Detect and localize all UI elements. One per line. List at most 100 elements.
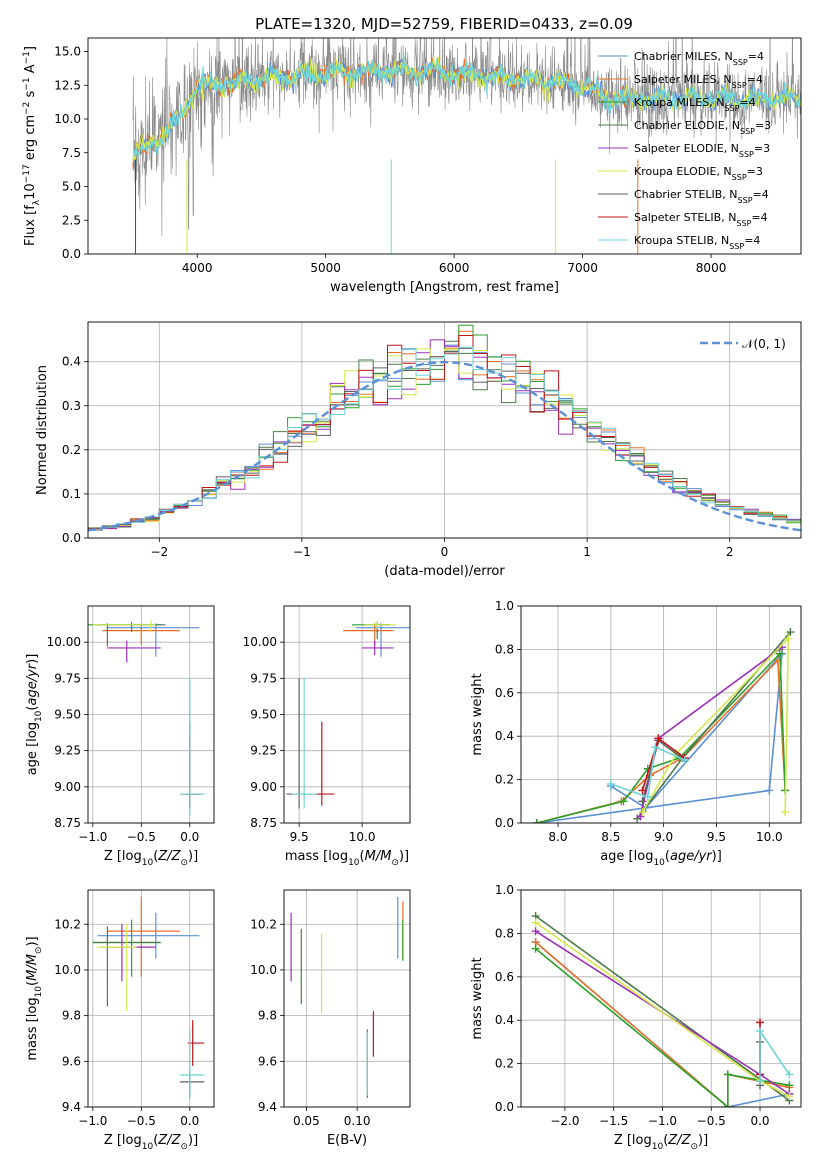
x-tick-label: 7000 bbox=[567, 261, 598, 275]
legend-label: Chabrier ELODIE, NSSP=3 bbox=[634, 119, 771, 136]
x-tick-label: 0.10 bbox=[344, 1114, 371, 1128]
label-part: erg cm bbox=[23, 115, 38, 164]
x-tick-label: −2 bbox=[150, 545, 168, 559]
legend-label: Salpeter STELIB, NSSP=4 bbox=[634, 211, 768, 228]
weight-series-line bbox=[610, 745, 686, 799]
x-tick-label: 1 bbox=[583, 545, 591, 559]
y-tick-label: 9.25 bbox=[54, 744, 81, 758]
x-axis-label: Z [log10(Z/Z⊙)] bbox=[104, 849, 198, 868]
y-tick-label: 0.8 bbox=[495, 926, 514, 940]
label-part: Z [log bbox=[104, 1133, 142, 1148]
label-part: 10 bbox=[34, 710, 44, 722]
weight-point-marker bbox=[756, 1018, 765, 1027]
label-part: ⊙ bbox=[180, 1142, 188, 1152]
label-part: )] bbox=[188, 1133, 198, 1148]
label-part: ( bbox=[25, 706, 40, 711]
label-part: ⊙ bbox=[690, 1142, 698, 1152]
x-tick-label: −1.0 bbox=[78, 830, 107, 844]
y-axis-label: mass weight bbox=[470, 673, 485, 755]
x-axis-label: age [log10(age/yr)] bbox=[600, 849, 722, 868]
weight-point-marker bbox=[638, 808, 647, 817]
y-tick-label: 8.75 bbox=[54, 816, 81, 830]
label-part: )] bbox=[712, 849, 722, 864]
y-tick-label: 10.0 bbox=[54, 963, 81, 977]
legend-label: Chabrier STELIB, NSSP=4 bbox=[634, 188, 769, 205]
legend-model: Salpeter MILES, N bbox=[634, 73, 732, 86]
y-tick-label: 10.2 bbox=[250, 917, 277, 931]
y-axis-label: mass weight bbox=[470, 957, 485, 1039]
legend-model: Chabrier MILES, N bbox=[634, 50, 733, 63]
label-part: 10 bbox=[23, 183, 38, 200]
label-part: Z/Z bbox=[157, 1133, 181, 1148]
legend-label: Kroupa ELODIE, NSSP=3 bbox=[634, 165, 763, 182]
age-vs-mass-panel: 9.5 10.0 8.75 9.00 9.25 9.50 9.75 10.00 mass [lo… bbox=[243, 605, 411, 868]
y-tick-label: 10.00 bbox=[47, 635, 81, 649]
model-spectrum-line bbox=[132, 55, 801, 163]
y-tick-label: 0.3 bbox=[62, 399, 81, 413]
y-tick-label: 0.2 bbox=[62, 443, 81, 457]
label-part: Z [log bbox=[104, 849, 142, 864]
x-tick-label: −1.5 bbox=[599, 1114, 628, 1128]
legend-n: =3 bbox=[755, 119, 771, 132]
x-tick-label: 5000 bbox=[310, 261, 341, 275]
legend-n: =4 bbox=[748, 50, 764, 63]
x-tick-label: 6000 bbox=[439, 261, 470, 275]
label-part: λ bbox=[32, 199, 42, 205]
weight-point-marker bbox=[765, 786, 774, 795]
label-part: ( bbox=[153, 1133, 158, 1148]
label-part: Z/Z bbox=[667, 1133, 691, 1148]
weight-point-marker bbox=[786, 628, 795, 637]
label-part: age/yr bbox=[25, 662, 40, 705]
axes-frame bbox=[87, 605, 215, 824]
label-part: ( bbox=[665, 849, 670, 864]
weight-point-marker bbox=[756, 1027, 765, 1036]
y-tick-label: 10.0 bbox=[54, 112, 81, 126]
y-tick-label: 1.0 bbox=[495, 599, 514, 613]
mass-vs-extinction-panel: 0.05 0.10 9.4 9.6 9.8 10.0 10.2 E(B-V) bbox=[250, 889, 411, 1148]
x-tick-label: 9.5 bbox=[290, 830, 309, 844]
weight-series-line bbox=[535, 915, 790, 1102]
legend-model: Kroupa ELODIE, N bbox=[634, 165, 732, 178]
y-tick-label: 12.5 bbox=[54, 78, 81, 92]
y-tick-label: 9.8 bbox=[258, 1009, 277, 1023]
y-tick-label: 2.5 bbox=[62, 213, 81, 227]
y-tick-label: 15.0 bbox=[54, 45, 81, 59]
y-tick-label: 1.0 bbox=[495, 883, 514, 897]
weight-point-marker bbox=[531, 927, 540, 936]
label-part: 10 bbox=[652, 1142, 664, 1152]
weight-series-line bbox=[759, 1028, 790, 1081]
weight-point-marker bbox=[532, 819, 541, 823]
label-part: ( bbox=[153, 849, 158, 864]
label-part: ( bbox=[25, 981, 40, 986]
axes-frame bbox=[283, 605, 411, 824]
weight-vs-metallicity-panel: −2.0 −1.5 −1.0 −0.5 0.0 0.0 0.2 0.4 0.6 0.8 1.0 Z [… bbox=[470, 883, 802, 1152]
label-part: )] bbox=[698, 1133, 708, 1148]
y-tick-label: 9.00 bbox=[250, 780, 277, 794]
weight-series-line bbox=[536, 651, 786, 823]
x-axis-label: Z [log10(Z/Z⊙)] bbox=[104, 1133, 198, 1152]
y-tick-label: 9.25 bbox=[250, 744, 277, 758]
spectrum-x-label: wavelength [Angstrom, rest frame] bbox=[330, 280, 559, 295]
y-tick-label: 10.2 bbox=[54, 917, 81, 931]
plot-area bbox=[531, 912, 794, 1107]
legend-subscript: SSP bbox=[736, 219, 751, 228]
x-tick-label: 8000 bbox=[696, 261, 727, 275]
y-tick-label: 9.50 bbox=[54, 708, 81, 722]
weight-point-marker bbox=[651, 743, 660, 752]
weight-point-marker bbox=[785, 1092, 794, 1101]
label-part: age [log bbox=[600, 849, 653, 864]
label-part: −17 bbox=[22, 164, 32, 183]
y-tick-label: 0.2 bbox=[495, 773, 514, 787]
axes-frame bbox=[87, 321, 802, 539]
x-axis-label: E(B-V) bbox=[327, 1133, 367, 1148]
plot-area bbox=[286, 620, 410, 809]
y-tick-label: 0.8 bbox=[495, 642, 514, 656]
weight-point-marker bbox=[606, 779, 615, 788]
label-part: Z [log bbox=[614, 1133, 652, 1148]
plot-area bbox=[132, 38, 801, 254]
x-tick-label: 0.0 bbox=[180, 1114, 199, 1128]
axes-frame bbox=[520, 889, 802, 1108]
normal-curve-line bbox=[88, 360, 801, 532]
label-part: 10 bbox=[348, 858, 360, 868]
